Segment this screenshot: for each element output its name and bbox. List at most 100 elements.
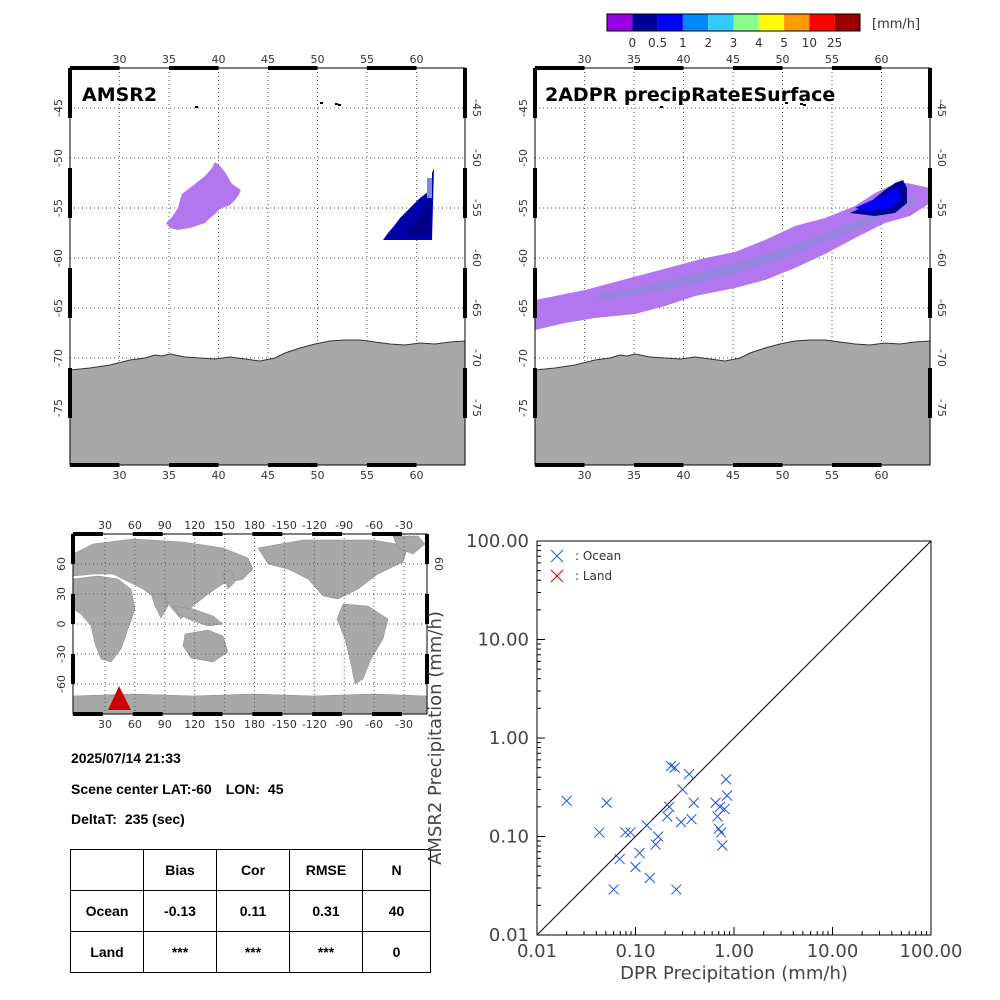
stats-cell: 0.31	[289, 890, 363, 932]
ocean-point	[608, 884, 620, 895]
ocean-point	[675, 816, 687, 828]
colorbar-label: 3	[730, 36, 738, 50]
amsr2-precip-west	[166, 162, 241, 230]
colorbar-label: 4	[755, 36, 763, 50]
lat-tick-label: -50	[470, 149, 483, 167]
lat-tick-label: -55	[935, 199, 948, 217]
colorbar-boxes	[606, 13, 861, 32]
map-lon-labels-top: 30 35 40 45 50 55 60	[113, 53, 424, 66]
colorbar-swatch	[733, 14, 759, 31]
overview-lon-label: -90	[335, 519, 353, 532]
overview-lat-label: 30	[55, 587, 68, 601]
island	[335, 103, 338, 105]
y-axis-label: AMSR2 Precipitation (mm/h)	[425, 611, 446, 865]
lat-tick-label: -65	[52, 299, 65, 317]
legend-land-x	[550, 569, 564, 583]
ocean-point	[721, 790, 733, 801]
lon-tick-label: 60	[875, 469, 889, 480]
lon-tick-label: 35	[627, 469, 641, 480]
overview-lon-label: 90	[158, 519, 172, 532]
colorbar: 0 0.5 1 2 3 4 5 10 25 [mm/h]	[606, 13, 920, 50]
ocean-point	[716, 840, 728, 851]
map-lon-labels-bottom: 30 35 40 45 50 55 60	[113, 469, 424, 480]
colorbar-swatch	[657, 14, 683, 31]
ocean-point	[688, 797, 700, 809]
ocean-point	[686, 813, 697, 825]
colorbar-swatch	[708, 14, 734, 31]
ocean-point	[561, 795, 573, 807]
overview-lon-label: 120	[184, 519, 205, 532]
lat-label: LAT:	[162, 781, 192, 797]
overview-lon-label: 60	[128, 519, 142, 532]
scatter-plot: 0.01 0.10 1.00 10.00 100.00 0.01 0.10 1.00 10.0…	[425, 531, 962, 984]
ocean-point	[614, 853, 625, 865]
overview-lat-grid	[73, 563, 427, 685]
overview-lat-labels-left: 60 30 0 -30 -60	[55, 557, 68, 693]
dpr-map-panel: 30 35 40 45 50 55 60 30 35 40 45 50 55 60 -45-50-55-…	[517, 53, 948, 480]
lat-value: -60	[191, 781, 212, 797]
lon-tick-label: 30	[113, 469, 127, 480]
legend-ocean-label: : Ocean	[575, 549, 621, 563]
colorbar-label: 2	[704, 36, 712, 50]
lat-tick-label: -50	[517, 149, 530, 167]
map-lon-labels-top: 30 35 40 45 50 55 60	[578, 53, 889, 66]
lon-value: 45	[267, 781, 284, 797]
lat-tick-label: -45	[935, 99, 948, 117]
lon-tick-label: 35	[162, 469, 176, 480]
island	[195, 106, 198, 108]
lon-tick-label: 40	[677, 53, 691, 66]
stats-row-land: Land *** *** *** 0	[70, 931, 431, 973]
lat-tick-label: -50	[935, 149, 948, 167]
ocean-point	[715, 827, 727, 838]
overview-lat-label: -30	[55, 645, 68, 663]
overview-lon-label: -90	[335, 718, 353, 731]
stats-row-label: Ocean	[70, 890, 144, 932]
lon-tick-label: 40	[677, 469, 691, 480]
lon-tick-label: 60	[875, 53, 889, 66]
colorbar-label: 10	[802, 36, 817, 50]
lat-tick-label: -75	[52, 399, 65, 417]
overview-lon-label: -30	[395, 519, 413, 532]
japan	[222, 569, 236, 590]
ocean-point	[644, 872, 656, 884]
north-america	[257, 539, 409, 600]
lon-tick-label: 40	[212, 53, 226, 66]
overview-lon-label: 120	[184, 718, 205, 731]
ocean-point	[661, 811, 673, 822]
lat-tick-label: -50	[52, 149, 65, 167]
colorbar-label: 1	[679, 36, 687, 50]
lon-tick-label: 50	[311, 469, 325, 480]
lat-tick-label: -75	[935, 399, 948, 417]
ocean-point	[683, 768, 695, 780]
lon-tick-label: 30	[578, 53, 592, 66]
map-frame-ticks	[533, 66, 932, 467]
scene-location-marker	[108, 686, 131, 710]
se-asia	[172, 605, 224, 627]
ocean-point	[634, 847, 645, 859]
stats-header-row: Bias Cor RMSE N	[70, 849, 431, 891]
overview-lon-label: 150	[214, 718, 235, 731]
scene-center: Scene center LAT:-60 LON: 45	[71, 781, 294, 797]
x-tick-label: 1.00	[714, 941, 754, 962]
dpr-precip-swath-core	[595, 198, 915, 300]
lat-tick-label: -75	[517, 399, 530, 417]
lat-tick-label: -65	[935, 299, 948, 317]
lat-tick-label: -60	[52, 249, 65, 267]
stats-cell: ***	[216, 931, 290, 973]
overview-lon-labels-top: 30 60 90 120 150 180 -150 -120 -90 -60 -30	[98, 519, 413, 532]
legend-ocean-marker	[550, 549, 564, 563]
world-continents	[72, 535, 428, 715]
ocean-point	[641, 819, 653, 831]
lat-tick-label: -55	[470, 199, 483, 217]
stats-header-cell: Cor	[216, 849, 290, 891]
scene-datetime: 2025/07/14 21:33	[71, 750, 181, 766]
deltat-label: DeltaT:	[71, 811, 117, 827]
stats-row-ocean: Ocean -0.13 0.11 0.31 40	[70, 890, 431, 932]
y-tick-label: 0.01	[489, 925, 529, 946]
lon-tick-label: 50	[311, 53, 325, 66]
legend: : Ocean : Land	[550, 549, 621, 583]
colorbar-label: 0	[628, 36, 636, 50]
lat-tick-label: -70	[52, 349, 65, 367]
lon-tick-label: 40	[212, 469, 226, 480]
